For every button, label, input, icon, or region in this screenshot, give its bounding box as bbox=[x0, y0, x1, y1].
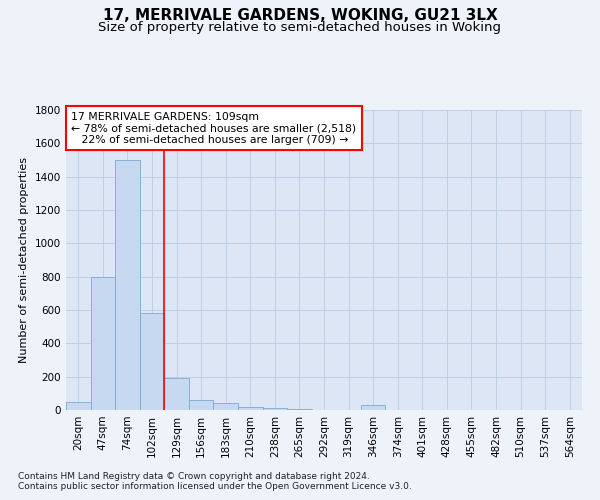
Bar bbox=[189, 400, 214, 410]
Bar bbox=[66, 402, 91, 410]
Text: Contains HM Land Registry data © Crown copyright and database right 2024.: Contains HM Land Registry data © Crown c… bbox=[18, 472, 370, 481]
Text: 17, MERRIVALE GARDENS, WOKING, GU21 3LX: 17, MERRIVALE GARDENS, WOKING, GU21 3LX bbox=[103, 8, 497, 22]
Bar bbox=[263, 408, 287, 410]
Bar bbox=[164, 378, 189, 410]
Bar bbox=[140, 314, 164, 410]
Text: Contains public sector information licensed under the Open Government Licence v3: Contains public sector information licen… bbox=[18, 482, 412, 491]
Y-axis label: Number of semi-detached properties: Number of semi-detached properties bbox=[19, 157, 29, 363]
Bar bbox=[287, 409, 312, 410]
Bar bbox=[214, 404, 238, 410]
Bar bbox=[238, 406, 263, 410]
Text: Size of property relative to semi-detached houses in Woking: Size of property relative to semi-detach… bbox=[98, 21, 502, 34]
Text: 17 MERRIVALE GARDENS: 109sqm
← 78% of semi-detached houses are smaller (2,518)
 : 17 MERRIVALE GARDENS: 109sqm ← 78% of se… bbox=[71, 112, 356, 144]
Bar bbox=[115, 160, 140, 410]
Bar bbox=[91, 276, 115, 410]
Bar bbox=[361, 405, 385, 410]
